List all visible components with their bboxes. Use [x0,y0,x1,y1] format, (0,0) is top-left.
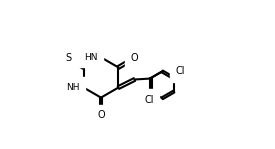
Text: O: O [97,110,105,121]
Text: HN: HN [84,53,97,62]
Text: O: O [130,53,138,63]
Text: NH: NH [66,83,80,92]
Text: Cl: Cl [176,66,185,76]
Text: Cl: Cl [144,95,154,105]
Text: S: S [65,53,71,63]
